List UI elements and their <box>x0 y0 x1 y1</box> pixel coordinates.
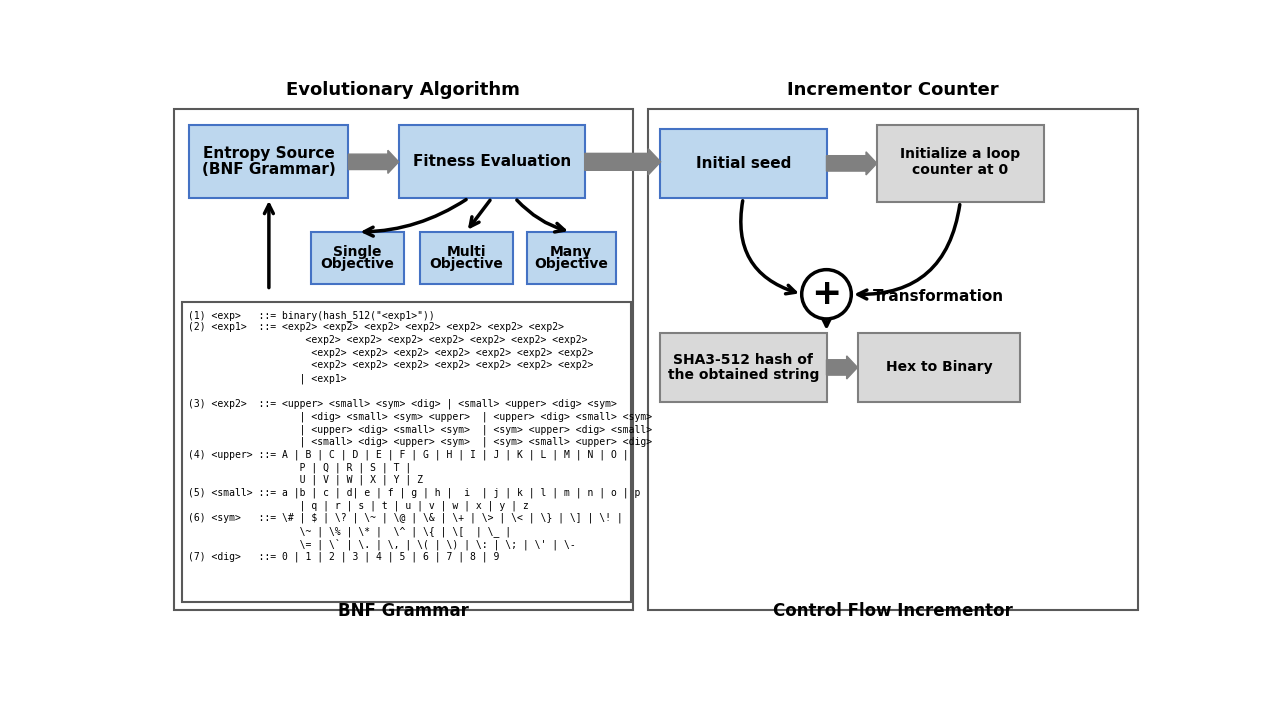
Bar <box>526 232 616 284</box>
Text: Evolutionary Algorithm: Evolutionary Algorithm <box>287 81 520 100</box>
Text: Single: Single <box>333 245 381 259</box>
Text: (4) <upper> ::= A | B | C | D | E | F | G | H | I | J | K | L | M | N | O |: (4) <upper> ::= A | B | C | D | E | F | … <box>188 450 628 460</box>
FancyArrow shape <box>585 148 660 175</box>
Text: | <dig> <small> <sym> <upper>  | <upper> <dig> <small> <sym>: | <dig> <small> <sym> <upper> | <upper> … <box>188 411 652 422</box>
Text: Multi: Multi <box>447 245 486 259</box>
Text: Hex to Binary: Hex to Binary <box>886 361 992 375</box>
Text: <exp2> <exp2> <exp2> <exp2> <exp2> <exp2> <exp2>: <exp2> <exp2> <exp2> <exp2> <exp2> <exp2… <box>188 361 593 370</box>
Text: P | Q | R | S | T |: P | Q | R | S | T | <box>188 462 411 473</box>
FancyArrow shape <box>348 151 398 173</box>
Text: Many: Many <box>550 245 593 259</box>
Text: Initialize a loop: Initialize a loop <box>900 147 1020 161</box>
FancyArrow shape <box>827 356 858 379</box>
Text: | <exp1>: | <exp1> <box>188 373 347 384</box>
Text: (6) <sym>   ::= \# | \$ | \? | \~ | \@ | \& | \+ | \> | \< | \} | \] | \! |: (6) <sym> ::= \# | \$ | \? | \~ | \@ | \… <box>188 513 622 523</box>
Bar <box>398 125 585 198</box>
Text: Objective: Objective <box>534 257 608 271</box>
Bar <box>420 232 512 284</box>
Text: Objective: Objective <box>429 257 503 271</box>
Bar <box>858 333 1020 402</box>
Text: U | V | W | X | Y | Z: U | V | W | X | Y | Z <box>188 475 422 485</box>
Text: Incrementor Counter: Incrementor Counter <box>787 81 998 100</box>
Text: Transformation: Transformation <box>873 288 1005 303</box>
Text: Fitness Evaluation: Fitness Evaluation <box>412 154 571 169</box>
Text: Entropy Source: Entropy Source <box>204 146 335 161</box>
Text: | q | r | s | t | u | v | w | x | y | z: | q | r | s | t | u | v | w | x | y | z <box>188 501 529 510</box>
Bar <box>660 333 827 402</box>
Circle shape <box>801 269 851 319</box>
Bar <box>189 125 348 198</box>
Text: the obtained string: the obtained string <box>667 368 819 382</box>
Bar <box>648 110 1138 610</box>
Text: <exp2> <exp2> <exp2> <exp2> <exp2> <exp2> <exp2>: <exp2> <exp2> <exp2> <exp2> <exp2> <exp2… <box>188 335 588 345</box>
Bar <box>182 302 631 602</box>
Text: counter at 0: counter at 0 <box>913 163 1009 177</box>
Text: | <small> <dig> <upper> <sym>  | <sym> <small> <upper> <dig>: | <small> <dig> <upper> <sym> | <sym> <s… <box>188 437 652 448</box>
Bar <box>877 125 1043 202</box>
Text: (1) <exp>   ::= binary(hash_512("<exp1>")): (1) <exp> ::= binary(hash_512("<exp1>")) <box>188 310 435 320</box>
Bar <box>311 232 404 284</box>
Text: | <upper> <dig> <small> <sym>  | <sym> <upper> <dig> <small>: | <upper> <dig> <small> <sym> | <sym> <u… <box>188 424 652 435</box>
Text: (5) <small> ::= a |b | c | d| e | f | g | h |  i  | j | k | l | m | n | o | p: (5) <small> ::= a |b | c | d| e | f | g … <box>188 488 640 498</box>
Text: (BNF Grammar): (BNF Grammar) <box>202 162 335 177</box>
Text: (7) <dig>   ::= 0 | 1 | 2 | 3 | 4 | 5 | 6 | 7 | 8 | 9: (7) <dig> ::= 0 | 1 | 2 | 3 | 4 | 5 | 6 … <box>188 551 499 561</box>
Bar <box>174 110 632 610</box>
Text: <exp2> <exp2> <exp2> <exp2> <exp2> <exp2> <exp2>: <exp2> <exp2> <exp2> <exp2> <exp2> <exp2… <box>188 348 593 358</box>
Text: SHA3-512 hash of: SHA3-512 hash of <box>673 353 813 367</box>
Bar <box>660 129 827 198</box>
Text: Control Flow Incrementor: Control Flow Incrementor <box>773 602 1012 620</box>
Text: \~ | \% | \* |  \^ | \{ | \[  | \_ |: \~ | \% | \* | \^ | \{ | \[ | \_ | <box>188 526 511 537</box>
Text: BNF Grammar: BNF Grammar <box>338 602 468 620</box>
Text: +: + <box>812 277 842 311</box>
FancyArrow shape <box>827 152 877 175</box>
Text: Objective: Objective <box>321 257 394 271</box>
Text: Initial seed: Initial seed <box>695 156 791 171</box>
Text: (3) <exp2>  ::= <upper> <small> <sym> <dig> | <small> <upper> <dig> <sym>: (3) <exp2> ::= <upper> <small> <sym> <di… <box>188 399 617 409</box>
Text: \= | \` | \. | \, | \( | \) | \: | \; | \' | \-: \= | \` | \. | \, | \( | \) | \: | \; | … <box>188 538 576 550</box>
Text: (2) <exp1>  ::= <exp2> <exp2> <exp2> <exp2> <exp2> <exp2> <exp2>: (2) <exp1> ::= <exp2> <exp2> <exp2> <exp… <box>188 322 564 332</box>
